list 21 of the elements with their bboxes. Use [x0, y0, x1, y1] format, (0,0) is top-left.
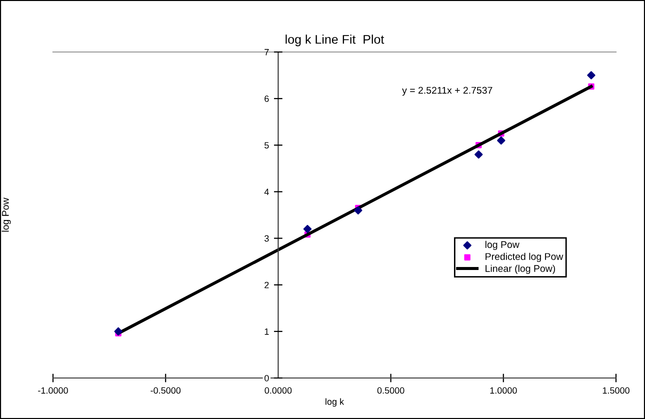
x-axis-title: log k: [326, 398, 344, 407]
chart-title: log k Line Fit Plot: [286, 34, 384, 46]
legend-label: log Pow: [485, 240, 520, 250]
x-tick-label: -1.0000: [38, 387, 68, 394]
y-tick-label: 3: [264, 235, 269, 242]
legend-label: Linear (log Pow): [486, 264, 556, 274]
y-tick-label: 2: [264, 282, 269, 288]
annotation: y = 2.5211x + 2.7537: [402, 86, 492, 96]
x-tick-label: 1.5000: [602, 387, 630, 394]
y-axis-title: log Pow: [2, 198, 11, 232]
y-tick-label: 5: [264, 142, 269, 149]
x-tick-label: 0.5000: [377, 387, 404, 394]
y-tick-label: 0: [264, 374, 269, 382]
y-tick-label: 7: [264, 49, 269, 56]
legend-label: Predicted log Pow: [486, 252, 564, 262]
x-tick-label: -0.5000: [150, 387, 181, 394]
y-tick-label: 1: [264, 328, 269, 335]
x-tick-label: 1.0000: [490, 387, 517, 394]
y-tick-label: 4: [264, 188, 269, 195]
x-tick-label: 0.0000: [264, 387, 292, 394]
y-tick-label: 6: [264, 96, 269, 102]
